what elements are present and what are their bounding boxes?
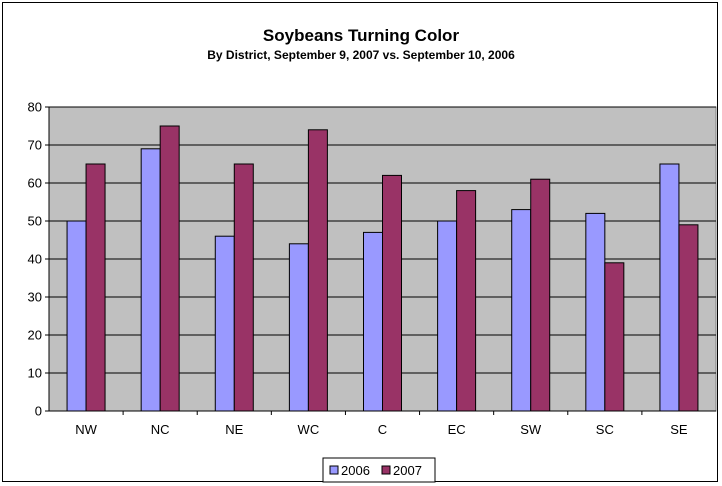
y-tick-label-70: 70 xyxy=(28,138,42,153)
legend-label-2007: 2007 xyxy=(393,463,422,478)
x-tick-label-SE: SE xyxy=(670,422,688,437)
bar-2006-SE xyxy=(659,163,680,412)
bar-2006-WC xyxy=(288,243,309,412)
y-tick-label-80: 80 xyxy=(28,100,42,115)
bar-2006-SC xyxy=(585,212,606,412)
x-tick-label-NW: NW xyxy=(75,422,97,437)
bar-2007-SW xyxy=(530,178,551,412)
chart-title: Soybeans Turning Color xyxy=(263,26,460,45)
y-tick-label-0: 0 xyxy=(35,404,42,419)
y-tick-label-50: 50 xyxy=(28,214,42,229)
x-tick-label-NE: NE xyxy=(225,422,243,437)
bar-2007-EC xyxy=(456,190,477,412)
x-tick-labels: NW NC NE WC C EC SW SC SE xyxy=(75,422,688,437)
bar-2006-SW xyxy=(511,209,532,412)
x-tick-label-C: C xyxy=(378,422,387,437)
legend-label-2006: 2006 xyxy=(341,463,370,478)
y-tick-label-60: 60 xyxy=(28,176,42,191)
bar-2007-NW xyxy=(85,163,106,412)
x-tick-label-SW: SW xyxy=(520,422,542,437)
bar-2007-WC xyxy=(307,129,328,412)
bar-2007-NC xyxy=(159,125,180,412)
y-tick-label-30: 30 xyxy=(28,290,42,305)
bar-2007-SE xyxy=(678,224,699,412)
legend: 2006 2007 xyxy=(322,457,436,483)
y-tick-labels: 0 10 20 30 40 50 60 70 80 xyxy=(28,100,42,419)
bar-2006-EC xyxy=(437,220,458,412)
bar-2006-C xyxy=(363,231,383,412)
bars xyxy=(66,125,699,412)
x-tick-label-WC: WC xyxy=(298,422,320,437)
bar-2006-NW xyxy=(66,220,87,412)
chart-svg: Soybeans Turning Color By District, Sept… xyxy=(28,26,717,483)
x-tick-label-EC: EC xyxy=(448,422,466,437)
legend-box xyxy=(322,457,436,483)
legend-swatch-2006 xyxy=(329,465,339,475)
bar-2007-SC xyxy=(604,262,625,412)
bar-2006-NE xyxy=(214,235,235,412)
y-tick-label-40: 40 xyxy=(28,252,42,267)
bar-2007-C xyxy=(382,174,402,412)
y-tick-label-10: 10 xyxy=(28,366,42,381)
bar-2006-NC xyxy=(140,148,161,412)
bar-2007-NE xyxy=(233,163,254,412)
x-tick-label-NC: NC xyxy=(151,422,170,437)
y-tick-label-20: 20 xyxy=(28,328,42,343)
chart-subtitle: By District, September 9, 2007 vs. Septe… xyxy=(207,48,515,62)
axes xyxy=(48,107,716,415)
x-tick-label-SC: SC xyxy=(596,422,614,437)
legend-swatch-2007 xyxy=(381,465,391,475)
